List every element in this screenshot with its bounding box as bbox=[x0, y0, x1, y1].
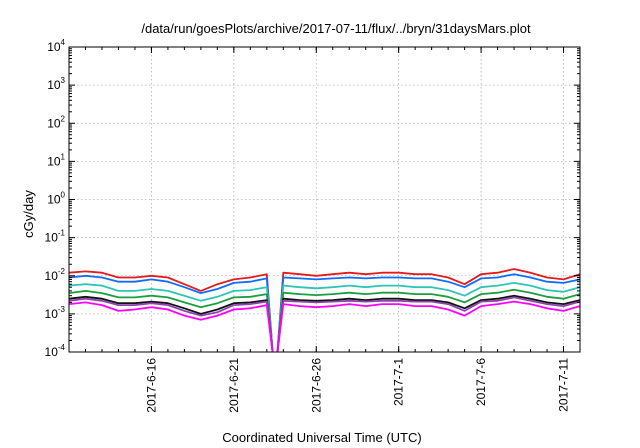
series-line-5 bbox=[69, 294, 580, 352]
x-axis-label: Coordinated Universal Time (UTC) bbox=[222, 430, 421, 445]
y-tick-label: 103 bbox=[47, 76, 65, 92]
x-tick-label: 2017-7-1 bbox=[392, 358, 406, 406]
x-tick-label: 2017-6-26 bbox=[309, 358, 323, 413]
y-tick-label: 104 bbox=[47, 38, 65, 54]
x-tick-label: 2017-7-11 bbox=[557, 358, 571, 412]
chart-title: /data/run/goesPlots/archive/2017-07-11/f… bbox=[141, 21, 531, 36]
series-line-6 bbox=[69, 296, 580, 352]
series-line-7 bbox=[69, 300, 580, 352]
series-line-3 bbox=[69, 282, 580, 352]
y-axis-label: cGy/day bbox=[21, 190, 36, 238]
y-tick-label: 101 bbox=[47, 152, 65, 168]
x-tick-labels: 2017-6-16 2017-6-21 2017-6-26 2017-7-1 2017-… bbox=[144, 358, 570, 413]
y-tick-labels: 10-4 10-3 10-2 10-1 100 101 102 103 104 bbox=[45, 38, 66, 359]
tick-marks bbox=[69, 46, 580, 353]
x-tick-label: 2017-7-6 bbox=[474, 358, 488, 406]
y-tick-label: 102 bbox=[47, 114, 65, 130]
x-tick-label: 2017-6-16 bbox=[144, 358, 158, 413]
series-line-4 bbox=[69, 288, 580, 352]
y-tick-label: 10-4 bbox=[45, 343, 66, 359]
series-line-2 bbox=[69, 273, 580, 352]
y-tick-label: 10-2 bbox=[45, 267, 66, 283]
series-group bbox=[69, 268, 580, 352]
y-tick-label: 10-3 bbox=[45, 305, 66, 321]
y-tick-label: 100 bbox=[47, 191, 65, 207]
y-tick-label: 10-1 bbox=[45, 229, 66, 245]
series-line-1 bbox=[69, 268, 580, 352]
x-tick-label: 2017-6-21 bbox=[227, 358, 241, 413]
